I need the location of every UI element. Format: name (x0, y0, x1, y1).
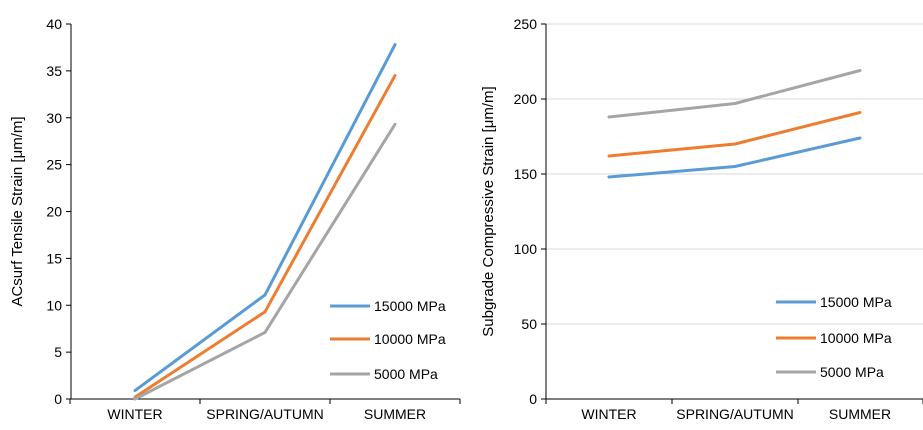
series-line-5000-mpa (133, 122, 397, 401)
y-tick-label: 30 (46, 110, 62, 126)
y-tick-label: 10 (46, 297, 62, 313)
y-tick-label: 150 (514, 166, 538, 182)
y-axis-title: Subgrade Compressive Strain [μm/m] (480, 86, 497, 336)
legend-label: 5000 MPa (374, 366, 438, 382)
y-tick-label: 25 (46, 157, 62, 173)
x-category-label: SPRING/AUTUMN (206, 406, 323, 422)
y-tick-label: 200 (514, 91, 538, 107)
series-line-10000-mpa (607, 111, 862, 158)
legend-label: 15000 MPa (374, 298, 446, 314)
x-category-label: SPRING/AUTUMN (676, 406, 793, 422)
series-line-10000-mpa (133, 74, 397, 399)
y-tick-label: 15 (46, 250, 62, 266)
series-line-15000-mpa (133, 43, 397, 393)
legend-label: 5000 MPa (820, 364, 884, 380)
series-line-5000-mpa (607, 69, 862, 119)
legend-label: 10000 MPa (820, 330, 892, 346)
x-category-label: SUMMER (829, 406, 891, 422)
series-line-15000-mpa (607, 136, 862, 179)
y-tick-label: 5 (54, 344, 62, 360)
y-tick-label: 0 (54, 391, 62, 407)
x-category-label: WINTER (107, 406, 162, 422)
x-category-label: SUMMER (364, 406, 426, 422)
right-chart-compressive-strain: 0 50 100 150 200 250 WINTER SPRING/AUTUMN SUMMER… (480, 16, 923, 422)
y-axis-title: ACsurf Tensile Strain [μm/m] (9, 116, 26, 306)
y-tick-label: 0 (529, 391, 537, 407)
x-category-label: WINTER (581, 406, 636, 422)
left-chart-tensile-strain: 0 5 10 15 20 25 30 35 40 WINTER SPRING/AUTUMN SUMME… (9, 16, 461, 422)
y-tick-label: 35 (46, 63, 62, 79)
legend-label: 10000 MPa (374, 331, 446, 347)
y-tick-label: 20 (46, 204, 62, 220)
y-tick-label: 250 (514, 16, 538, 32)
y-tick-label: 40 (46, 16, 62, 32)
legend-label: 15000 MPa (820, 294, 892, 310)
y-tick-label: 100 (514, 241, 538, 257)
y-tick-label: 50 (521, 316, 537, 332)
